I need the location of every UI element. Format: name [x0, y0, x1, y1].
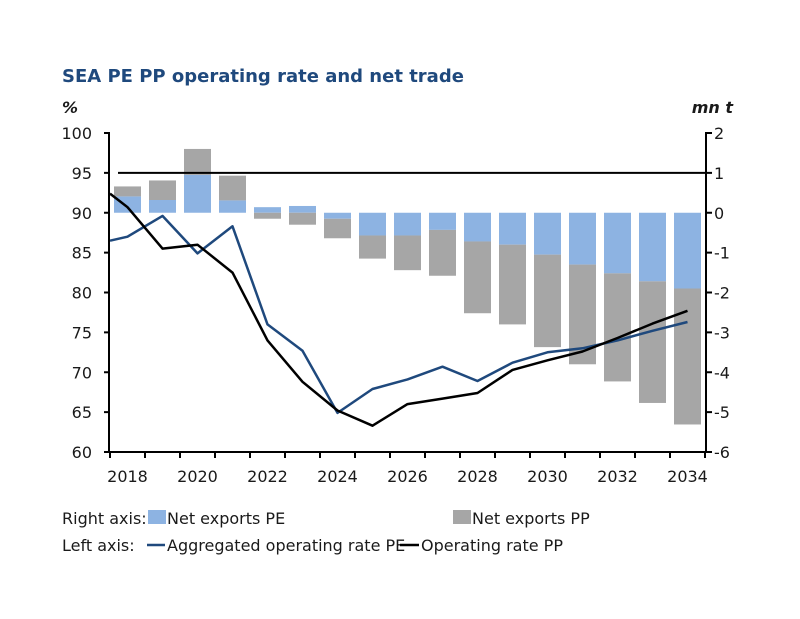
left-axis-unit: %	[62, 98, 78, 117]
x-tick-label-2024: 2024	[317, 467, 358, 486]
bar-pe-2024	[324, 212, 351, 219]
x-tick-label-2028: 2028	[457, 467, 498, 486]
bar-pe-2021	[219, 200, 246, 213]
bar-pp-2027	[429, 229, 456, 276]
right-tick-label--4: -4	[714, 363, 730, 382]
right-tick-label--1: -1	[714, 244, 730, 263]
legend-net-exports-pp: Net exports PP	[472, 509, 590, 528]
right-axis-unit: mn t	[692, 98, 735, 117]
left-tick-label-70: 70	[72, 363, 92, 382]
bar-pe-2031	[569, 212, 596, 265]
right-tick-label-1: 1	[714, 164, 724, 183]
chart-title: SEA PE PP operating rate and net trade	[62, 66, 464, 87]
x-tick-label-2034: 2034	[667, 467, 708, 486]
x-tick-label-2026: 2026	[387, 467, 428, 486]
left-tick-label-90: 90	[72, 204, 92, 223]
bar-pe-2032	[604, 212, 631, 274]
bar-pe-2019	[149, 199, 176, 213]
bar-pe-2030	[534, 212, 561, 255]
bar-pp-2025	[359, 235, 386, 259]
bar-pp-2033	[639, 281, 666, 403]
bar-pp-2030	[534, 254, 561, 348]
bar-pp-2032	[604, 273, 631, 382]
bar-pe-2026	[394, 212, 421, 236]
bar-pp-2021	[219, 175, 246, 201]
bar-pp-2029	[499, 244, 526, 325]
bar-pp-2023	[289, 212, 316, 225]
left-tick-label-60: 60	[72, 443, 92, 462]
legend-net-exports-pe: Net exports PE	[167, 509, 285, 528]
bar-pp-2020	[184, 148, 211, 175]
line-operating-rate-pe	[109, 214, 688, 415]
legend-operating-rate-pp: Operating rate PP	[421, 536, 563, 555]
x-tick-label-2022: 2022	[247, 467, 288, 486]
bar-pp-2026	[394, 235, 421, 271]
bar-pe-2025	[359, 212, 386, 236]
legend-right-axis-label: Right axis:	[62, 509, 147, 528]
right-tick-label-2: 2	[714, 124, 724, 143]
x-tick-label-2032: 2032	[597, 467, 638, 486]
left-tick-label-95: 95	[72, 164, 92, 183]
bar-pp-2019	[149, 180, 176, 200]
x-tick-label-2030: 2030	[527, 467, 568, 486]
x-tick-label-2020: 2020	[177, 467, 218, 486]
x-tick-label-2018: 2018	[107, 467, 148, 486]
legend-swatch-pp	[453, 510, 471, 524]
left-tick-label-65: 65	[72, 403, 92, 422]
bar-pe-2034	[674, 212, 701, 289]
bar-pp-2022	[254, 212, 281, 219]
bar-pe-2029	[499, 212, 526, 245]
right-tick-label--2: -2	[714, 284, 730, 303]
legend-operating-rate-pe: Aggregated operating rate PE	[167, 536, 405, 555]
legend-left-axis-label: Left axis:	[62, 536, 135, 555]
legend-swatch-pe	[148, 510, 166, 524]
bar-pe-2023	[289, 205, 316, 213]
left-tick-label-100: 100	[61, 124, 92, 143]
right-tick-label--6: -6	[714, 443, 730, 462]
right-tick-label--3: -3	[714, 323, 730, 342]
bar-pe-2022	[254, 207, 281, 213]
bar-pp-2034	[674, 288, 701, 425]
bar-pp-2018	[114, 186, 141, 197]
bar-pe-2033	[639, 212, 666, 282]
left-tick-label-75: 75	[72, 323, 92, 342]
bar-pp-2024	[324, 218, 351, 239]
right-tick-label-0: 0	[714, 204, 724, 223]
right-tick-label--5: -5	[714, 403, 730, 422]
line-operating-rate-pp	[109, 192, 688, 427]
bar-pe-2027	[429, 212, 456, 230]
left-tick-label-80: 80	[72, 284, 92, 303]
bar-pe-2020	[184, 174, 211, 213]
bar-pp-2028	[464, 241, 491, 314]
bar-pe-2028	[464, 212, 491, 242]
left-tick-label-85: 85	[72, 244, 92, 263]
